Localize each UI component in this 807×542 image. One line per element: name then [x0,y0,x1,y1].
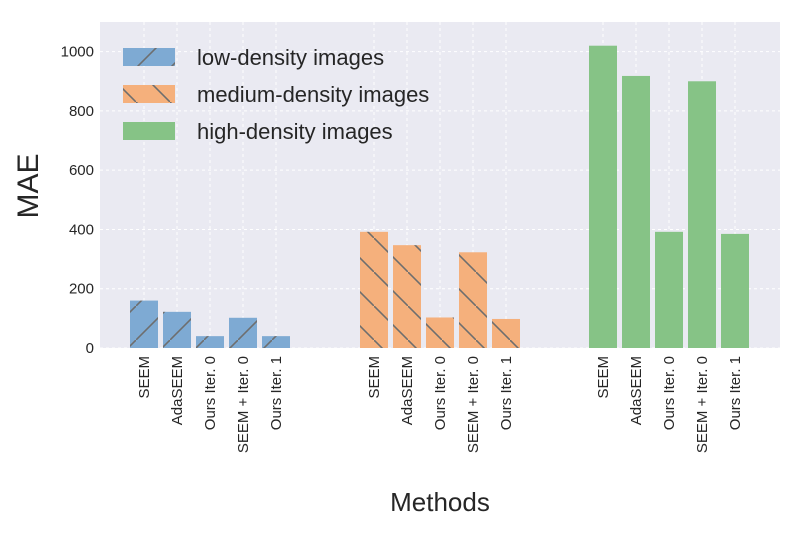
x-tick-label: AdaSEEM [169,356,186,425]
legend-swatch-hatch [123,85,175,103]
y-tick-labels: 0 200 400 600 800 1000 [61,44,94,357]
bar [721,233,749,348]
legend-label: high-density images [197,119,393,144]
x-tick-label: Ours Iter. 1 [268,356,285,430]
y-tick-label: 800 [69,103,94,120]
bar-hatch [393,245,421,348]
bar-hatch [459,252,487,348]
bar-hatch [492,318,520,348]
x-tick-label: AdaSEEM [628,356,645,425]
x-tick-label: AdaSEEM [399,356,416,425]
bar-hatch [196,336,224,348]
legend: low-density images medium-density images h… [123,45,429,144]
y-tick-label: 600 [69,162,94,179]
x-tick-label: SEEM [366,356,383,399]
x-axis-label: Methods [390,487,490,517]
x-tick-label: Ours Iter. 0 [432,356,449,430]
bar [655,231,683,348]
bar-hatch [229,317,257,348]
y-axis-label: MAE [12,153,45,218]
x-tick-label: Ours Iter. 0 [202,356,219,430]
x-tick-label: SEEM [595,356,612,399]
x-tick-label: Ours Iter. 1 [727,356,744,430]
x-tick-label: SEEM + Iter. 0 [465,356,482,453]
legend-label: low-density images [197,45,384,70]
bar-hatch [426,317,454,348]
x-tick-label: SEEM [136,356,153,399]
bar-hatch [262,336,290,348]
legend-item: high-density images [123,119,393,144]
x-tick-label: Ours Iter. 0 [661,356,678,430]
y-tick-label: 1000 [61,44,94,61]
y-tick-label: 400 [69,221,94,238]
y-tick-label: 0 [86,340,94,357]
bar-hatch [163,311,191,348]
bar [622,75,650,349]
legend-item: medium-density images [123,82,429,107]
legend-swatch-hatch [123,48,175,66]
bar-hatch [130,300,158,348]
legend-item: low-density images [123,45,384,70]
x-tick-labels: SEEM AdaSEEM Ours Iter. 0 SEEM + Iter. 0 Our… [136,356,744,453]
bar-hatch [360,231,388,348]
x-tick-label: Ours Iter. 1 [498,356,515,430]
bars [130,45,749,349]
legend-swatch [123,122,175,140]
bar [688,81,716,348]
legend-label: medium-density images [197,82,429,107]
x-tick-label: SEEM + Iter. 0 [235,356,252,453]
x-tick-label: SEEM + Iter. 0 [694,356,711,453]
bar [589,45,617,348]
y-tick-label: 200 [69,281,94,298]
